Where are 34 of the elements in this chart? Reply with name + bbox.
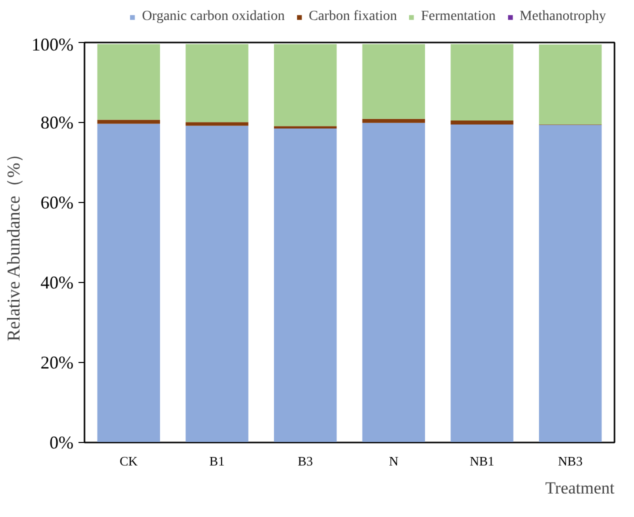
bar xyxy=(362,122,426,442)
y-tick-label: 100% xyxy=(32,34,74,54)
x-tick-label: N xyxy=(388,454,399,468)
x-tick-label: B1 xyxy=(209,454,225,468)
y-tick-label: 60% xyxy=(40,192,74,212)
x-tick-label: B3 xyxy=(298,454,313,468)
bar xyxy=(97,44,160,120)
legend-label: Fermentation xyxy=(421,9,496,25)
bar xyxy=(362,118,426,123)
legend-label: Carbon fixation xyxy=(308,9,398,25)
y-tick-label: 80% xyxy=(40,112,74,132)
x-tick-label: CK xyxy=(120,454,138,468)
y-tick-label: 40% xyxy=(40,272,74,292)
x-axis-title: Treatment xyxy=(545,478,615,498)
y-axis-title: Relative Abundance（%） xyxy=(4,144,24,342)
bar xyxy=(450,124,514,442)
y-tick-label: 0% xyxy=(50,432,74,452)
bar xyxy=(274,128,337,442)
bar xyxy=(538,124,602,442)
bar xyxy=(274,44,337,126)
x-tick-label: NB3 xyxy=(558,454,583,468)
bar xyxy=(186,126,248,442)
bar xyxy=(97,124,160,442)
bar xyxy=(186,122,248,126)
bar xyxy=(362,44,426,119)
legend-label: Methanotrophy xyxy=(520,9,606,25)
bar xyxy=(450,120,514,124)
bar xyxy=(450,44,514,120)
legend-label: Organic carbon oxidation xyxy=(142,9,285,25)
bar xyxy=(186,44,248,122)
bar xyxy=(538,44,602,124)
x-tick-label: NB1 xyxy=(470,454,494,468)
bar xyxy=(97,120,160,124)
y-tick-label: 20% xyxy=(40,352,74,372)
